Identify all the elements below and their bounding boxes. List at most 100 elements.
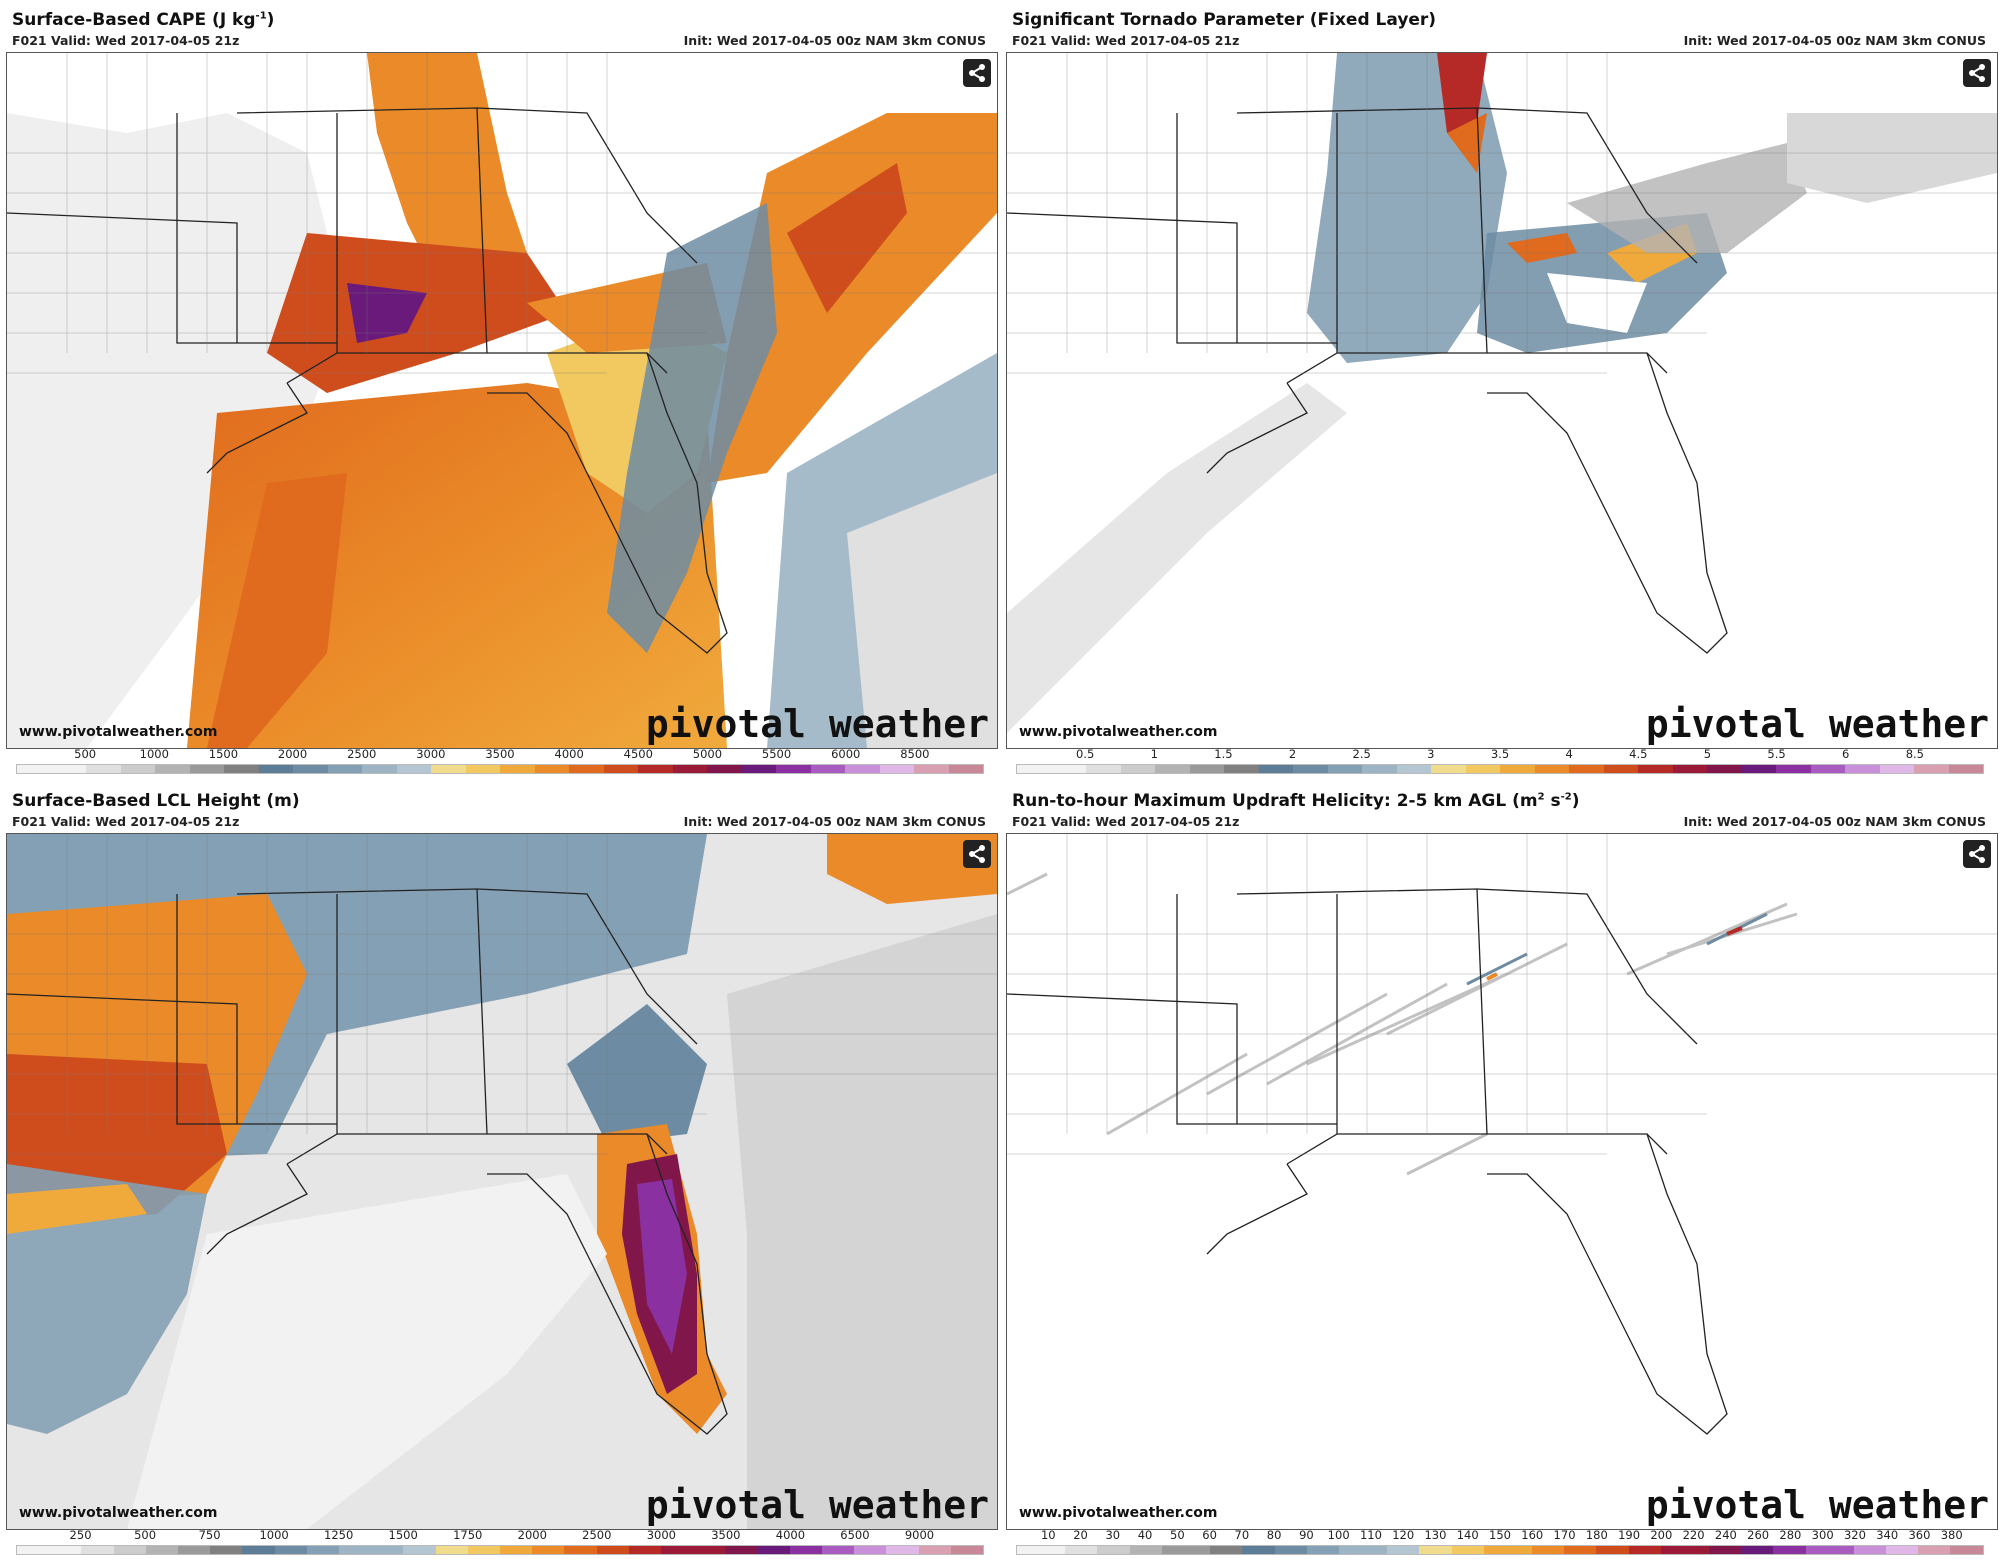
colorbar-swatch xyxy=(569,765,604,773)
colorbar-swatch xyxy=(1189,765,1224,773)
colorbar-swatch xyxy=(1129,1546,1146,1554)
colorbar-swatch xyxy=(1902,1546,1919,1554)
colorbar-swatch xyxy=(822,1546,855,1554)
colorbar-tick-label: 0.5 xyxy=(1075,747,1095,761)
panel-title: Significant Tornado Parameter (Fixed Lay… xyxy=(1012,10,1437,30)
colorbar-tick-label: 1000 xyxy=(139,747,169,761)
colorbar-swatch xyxy=(1467,1546,1484,1554)
colorbar-tick-label: 220 xyxy=(1682,1528,1705,1542)
colorbar-swatch xyxy=(1362,765,1397,773)
colorbar-tick-label: 2.5 xyxy=(1352,747,1371,761)
colorbar-swatch xyxy=(661,1546,694,1554)
colorbar-ticks: 10 20 30 40 50 60 70 80 90 100 110 120 130 140 150 160 1… xyxy=(1016,1528,1984,1544)
share-icon[interactable] xyxy=(1963,840,1991,868)
colorbar-swatch xyxy=(1515,1546,1532,1554)
colorbar-swatch xyxy=(1725,1546,1742,1554)
colorbar-tick-label: 320 xyxy=(1843,1528,1866,1542)
colorbar-tick-label: 60 xyxy=(1202,1528,1217,1542)
colorbar-swatch xyxy=(628,1546,662,1554)
colorbar-tick-label: 1000 xyxy=(259,1528,289,1542)
valid-time: F021 Valid: Wed 2017-04-05 21z xyxy=(12,814,240,829)
colorbar-tick-label: 750 xyxy=(198,1528,221,1542)
colorbar-swatch xyxy=(948,765,983,773)
colorbar-swatch xyxy=(155,765,190,773)
colorbar-swatch xyxy=(1564,1546,1581,1554)
colorbar-swatch xyxy=(789,1546,823,1554)
colorbar-swatch xyxy=(210,1546,243,1554)
colorbar-swatch xyxy=(1950,1546,1967,1554)
colorbar-swatch xyxy=(914,765,949,773)
colorbar-swatch xyxy=(725,1546,758,1554)
website-label: www.pivotalweather.com xyxy=(1019,724,1218,740)
colorbar-tick-label: 70 xyxy=(1234,1528,1250,1542)
panel-cape: Surface-Based CAPE (J kg-1) F021 Valid: … xyxy=(0,0,1000,781)
brand-logo: pivotal weather xyxy=(1645,1483,1989,1527)
colorbar-tick-label: 240 xyxy=(1714,1528,1737,1542)
colorbar-tick-label: 100 xyxy=(1327,1528,1350,1542)
colorbar xyxy=(1016,764,1984,774)
colorbar-swatch xyxy=(1789,1546,1806,1554)
colorbar-swatch xyxy=(534,765,569,773)
share-icon[interactable] xyxy=(963,59,991,87)
colorbar-swatch xyxy=(1387,1546,1404,1554)
colorbar-tick-label: 9000 xyxy=(904,1528,935,1542)
colorbar-tick-label: 3000 xyxy=(646,1528,676,1542)
colorbar-swatch xyxy=(1741,765,1776,773)
colorbar-swatch xyxy=(1500,765,1535,773)
colorbar-swatch xyxy=(51,765,86,773)
map-canvas xyxy=(7,834,997,1529)
colorbar-swatch xyxy=(86,765,121,773)
colorbar-swatch xyxy=(467,1546,501,1554)
colorbar-swatch xyxy=(1672,765,1707,773)
colorbar xyxy=(16,764,984,774)
colorbar-swatch xyxy=(1161,1546,1178,1554)
colorbar-ticks: 0.5 1 1.5 2 2.5 3 3.5 4 4.5 5 5.5 6 8.5 xyxy=(1016,747,1984,763)
colorbar-tick-label: 260 xyxy=(1747,1528,1770,1542)
colorbar-swatch xyxy=(465,765,500,773)
colorbar-tick-label: 2 xyxy=(1288,747,1297,761)
colorbar-swatch xyxy=(1451,1546,1468,1554)
colorbar-swatch xyxy=(17,1546,50,1554)
colorbar-tick-label: 3.5 xyxy=(1490,747,1510,761)
colorbar-tick-label: 2000 xyxy=(517,1528,547,1542)
map-lcl: www.pivotalweather.com pivotal weather xyxy=(6,833,998,1530)
colorbar-tick-label: 3 xyxy=(1427,747,1435,761)
colorbar-swatch xyxy=(1914,765,1949,773)
colorbar-tick-label: 4000 xyxy=(775,1528,806,1542)
colorbar-tick-label: 380 xyxy=(1940,1528,1963,1542)
map-canvas xyxy=(1007,53,1997,748)
colorbar-swatch xyxy=(431,765,466,773)
colorbar-swatch xyxy=(810,765,845,773)
colorbar-swatch xyxy=(1660,1546,1677,1554)
share-icon[interactable] xyxy=(963,840,991,868)
colorbar-swatch xyxy=(339,1546,372,1554)
colorbar-swatch xyxy=(1322,1546,1339,1554)
panel-title: Surface-Based LCL Height (m) xyxy=(12,791,300,811)
colorbar-tick-label: 2500 xyxy=(582,1528,612,1542)
colorbar-tick-label: 180 xyxy=(1585,1528,1608,1542)
colorbar-tick-label: 1 xyxy=(1150,747,1158,761)
colorbar-swatch xyxy=(17,765,52,773)
colorbar-tick-label: 500 xyxy=(134,1528,157,1542)
colorbar-tick-label: 200 xyxy=(1650,1528,1673,1542)
colorbar-swatch xyxy=(178,1546,211,1554)
colorbar-tick-label: 130 xyxy=(1424,1528,1447,1542)
colorbar-swatch xyxy=(1431,765,1466,773)
colorbar-swatch xyxy=(293,765,328,773)
colorbar-swatch xyxy=(1177,1546,1195,1554)
colorbar-swatch xyxy=(1638,765,1673,773)
map-canvas xyxy=(1007,834,1997,1529)
colorbar-tick-label: 4.5 xyxy=(1629,747,1648,761)
colorbar-tick-label: 4 xyxy=(1565,747,1573,761)
share-icon[interactable] xyxy=(1963,59,1991,87)
colorbar-tick-label: 2500 xyxy=(347,747,377,761)
colorbar-swatch xyxy=(741,765,776,773)
colorbar-swatch xyxy=(1676,1546,1693,1554)
colorbar-swatch xyxy=(145,1546,179,1554)
colorbar-tick-label: 140 xyxy=(1456,1528,1479,1542)
colorbar-swatch xyxy=(224,765,259,773)
colorbar-swatch xyxy=(1837,1546,1854,1554)
colorbar-swatch xyxy=(1242,1546,1259,1554)
colorbar-swatch xyxy=(672,765,707,773)
colorbar-swatch xyxy=(49,1546,82,1554)
